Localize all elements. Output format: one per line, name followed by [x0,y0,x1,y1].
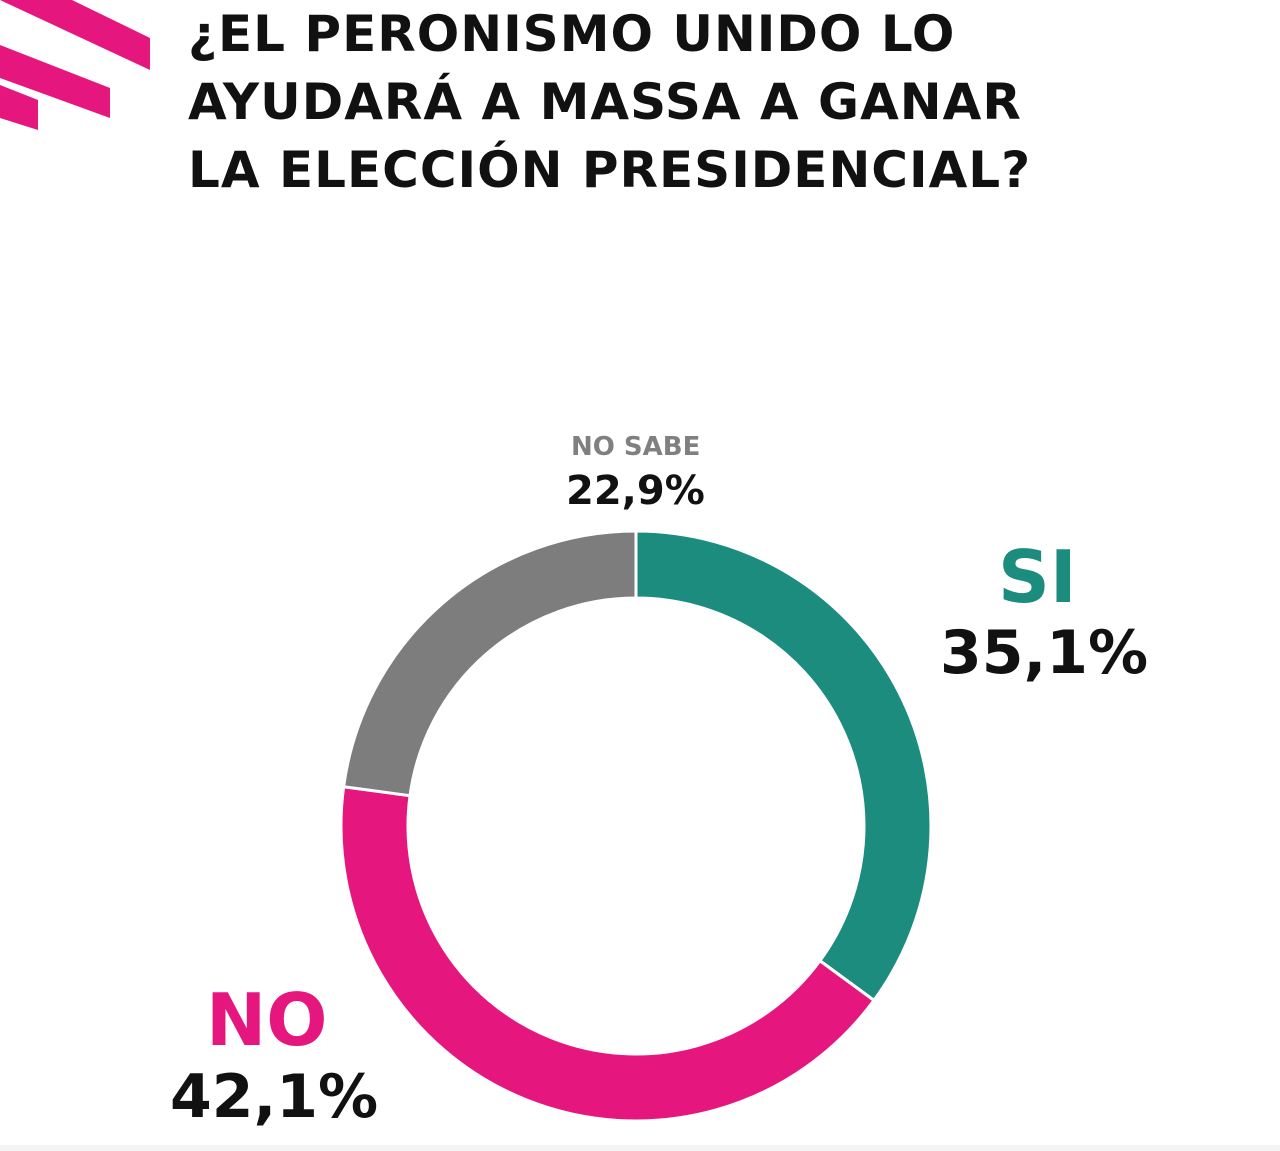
slice-label-no: NO [206,978,328,1062]
donut-slice-no [339,785,877,1123]
slice-value-si: 35,1% [940,618,1149,688]
slice-value-no-sabe: 22,9% [566,468,705,514]
stripe-1 [0,0,150,70]
pink-stripes-logo-icon [0,0,150,130]
title-line-1: ¿EL PERONISMO UNIDO LO [188,5,956,63]
page-title: ¿EL PERONISMO UNIDO LO AYUDARÁ A MASSA A… [188,0,1228,204]
title-line-3: LA ELECCIÓN PRESIDENCIAL? [188,141,1032,199]
title-line-2: AYUDARÁ A MASSA A GANAR [188,73,1022,131]
slice-value-no: 42,1% [170,1062,379,1132]
bottom-divider [0,1145,1280,1151]
donut-slice-si [634,529,933,1003]
stripe-2 [0,45,110,118]
donut-slice-no-sabe [341,529,638,798]
slice-label-si: SI [998,535,1077,619]
stripe-3 [0,85,38,130]
slice-label-no-sabe: NO SABE [571,432,701,462]
